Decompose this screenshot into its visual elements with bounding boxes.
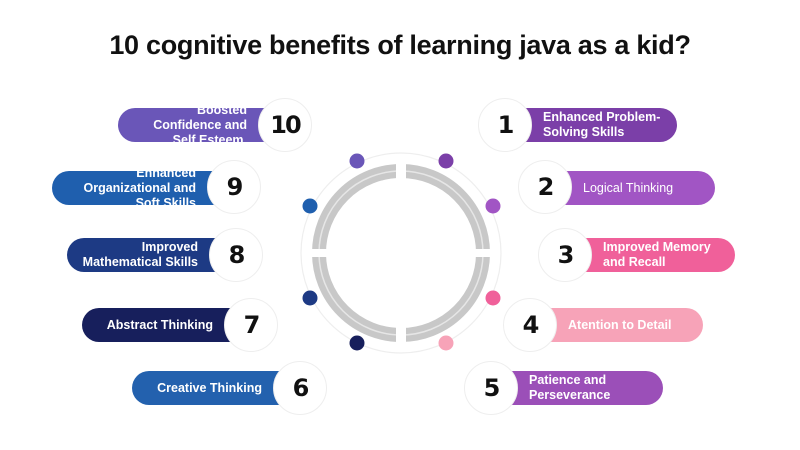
benefit-number-7: 7 [224, 298, 278, 352]
benefit-pill-8: Improved Mathematical Skills [67, 238, 236, 272]
ring-gap-horizontal [305, 249, 497, 257]
benefit-number-8: 8 [209, 228, 263, 282]
benefit-label: Atention to Detail [568, 317, 672, 332]
benefit-label: Improved Memory and Recall [603, 240, 711, 269]
benefit-pill-7: Abstract Thinking [82, 308, 251, 342]
benefit-number-6: 6 [273, 361, 327, 415]
page-title: 10 cognitive benefits of learning java a… [109, 30, 691, 60]
ring-dot-1 [438, 153, 454, 169]
benefit-pill-10: Boosted Confidence and Self Esteem. [118, 103, 285, 147]
ring-dot-9 [302, 198, 318, 214]
benefit-label: Abstract Thinking [106, 317, 213, 332]
benefit-number-1: 1 [478, 98, 532, 152]
benefit-label: Creative Thinking [157, 380, 262, 395]
benefit-label: Enhanced Problem-Solving Skills [543, 110, 661, 139]
benefit-number-10: 10 [258, 98, 312, 152]
ring-dot-2 [485, 198, 501, 214]
benefit-pill-5: Patience and Perseverance [491, 371, 663, 405]
benefit-pill-9: Enhanced Organizational and Soft Skills [52, 166, 234, 210]
benefit-number-5: 5 [464, 361, 518, 415]
ring-dot-8 [302, 290, 318, 306]
benefit-label: Logical Thinking [583, 180, 674, 195]
benefit-label: Improved Mathematical Skills [82, 240, 198, 269]
benefit-number-9: 9 [207, 160, 261, 214]
benefit-number-4: 4 [503, 298, 557, 352]
benefit-number-2: 2 [518, 160, 572, 214]
benefit-pill-2: Logical Thinking [545, 171, 715, 205]
benefit-pill-3: Improved Memory and Recall [565, 238, 735, 272]
outer-thin-ring [300, 152, 502, 354]
benefit-pill-1: Enhanced Problem-Solving Skills [505, 108, 677, 142]
ring-dot-4 [438, 335, 454, 351]
benefit-pill-4: Atention to Detail [530, 308, 703, 342]
ring-dot-7 [349, 335, 365, 351]
ring-dot-3 [485, 290, 501, 306]
benefit-pill-6: Creative Thinking [132, 371, 300, 405]
benefit-label: Enhanced Organizational and Soft Skills [83, 165, 196, 210]
benefit-label: Boosted Confidence and Self Esteem. [153, 102, 247, 147]
benefit-label: Patience and Perseverance [529, 373, 611, 402]
benefit-number-3: 3 [538, 228, 592, 282]
ring-dot-10 [349, 153, 365, 169]
